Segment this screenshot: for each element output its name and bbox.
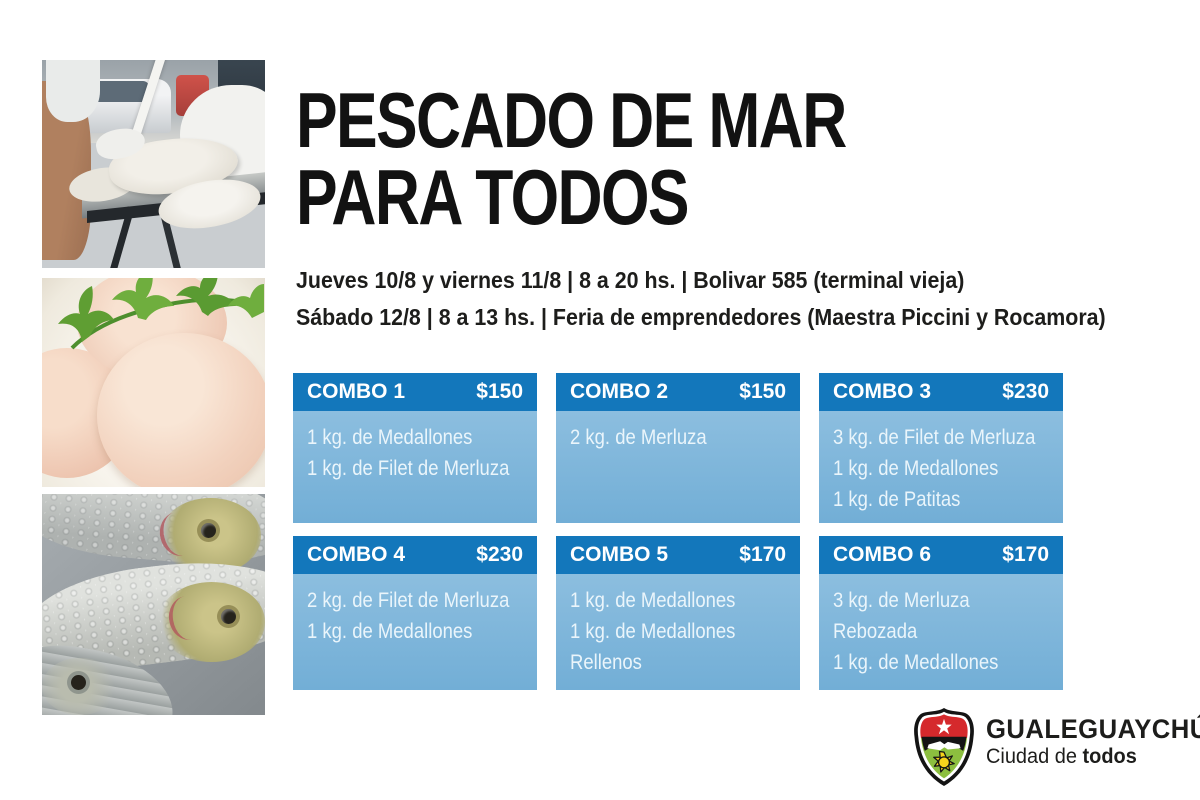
combo-2-header: COMBO 2 $150 [556, 373, 800, 411]
page-title-line1: PESCADO DE MAR [296, 76, 847, 164]
gualeguaychu-crest-icon [914, 707, 974, 787]
combo-6-price: $170 [1002, 543, 1049, 566]
vendor-shirt [46, 60, 100, 123]
fresh-fish-photo [42, 494, 265, 715]
fish-eye [200, 522, 216, 538]
combo-4-header: COMBO 4 $230 [293, 536, 537, 574]
combo-item: Rellenos [570, 651, 642, 674]
fish-medallion [97, 333, 265, 487]
footer-org-name: GUALEGUAYCHÚ [986, 714, 1200, 744]
footer-tagline-prefix: Ciudad de [986, 745, 1083, 768]
combo-item: 1 kg. de Filet de Merluza [307, 457, 510, 480]
combo-card-4: COMBO 4 $230 2 kg. de Filet de Merluza 1… [293, 536, 537, 690]
combo-1-price: $150 [476, 380, 523, 403]
combo-item: 1 kg. de Medallones [307, 426, 473, 449]
combo-6-header: COMBO 6 $170 [819, 536, 1063, 574]
fish-fillets-photo [42, 278, 265, 487]
page-title: PESCADO DE MAR PARA TODOS [296, 76, 847, 241]
combo-2-items: 2 kg. de Merluza [556, 411, 800, 523]
combo-item: 1 kg. de Medallones [833, 651, 999, 674]
combo-item: 2 kg. de Merluza [570, 426, 707, 449]
combo-1-name: COMBO 1 [307, 380, 406, 403]
combo-4-name: COMBO 4 [307, 543, 406, 566]
footer-tagline-bold: todos [1082, 745, 1137, 768]
schedule-line2: Sábado 12/8 | 8 a 13 hs. | Feria de empr… [296, 304, 1106, 330]
combo-1-header: COMBO 1 $150 [293, 373, 537, 411]
fish-market-photo [42, 60, 265, 268]
combo-3-items: 3 kg. de Filet de Merluza 1 kg. de Medal… [819, 411, 1063, 523]
combo-3-name: COMBO 3 [833, 380, 932, 403]
combo-item: Rebozada [833, 620, 918, 643]
schedule-line1: Jueves 10/8 y viernes 11/8 | 8 a 20 hs. … [296, 267, 965, 293]
combo-item: 1 kg. de Medallones [833, 457, 999, 480]
combo-5-items: 1 kg. de Medallones 1 kg. de Medallones … [556, 574, 800, 690]
combo-item: 1 kg. de Medallones [570, 589, 736, 612]
combo-item: 2 kg. de Filet de Merluza [307, 589, 510, 612]
combo-3-price: $230 [1002, 380, 1049, 403]
combo-item: 1 kg. de Medallones [307, 620, 473, 643]
combo-item: 1 kg. de Medallones [570, 620, 736, 643]
combo-5-price: $170 [739, 543, 786, 566]
combo-6-name: COMBO 6 [833, 543, 932, 566]
parsley-garnish [58, 278, 264, 350]
fish-eye [70, 675, 86, 691]
car-window [86, 80, 150, 102]
combo-item: 3 kg. de Merluza [833, 589, 970, 612]
combo-6-items: 3 kg. de Merluza Rebozada 1 kg. de Medal… [819, 574, 1063, 690]
fish-head [157, 582, 265, 662]
combo-5-header: COMBO 5 $170 [556, 536, 800, 574]
page-title-line2: PARA TODOS [296, 153, 690, 241]
schedule-text: Jueves 10/8 y viernes 11/8 | 8 a 20 hs. … [296, 262, 1106, 336]
combo-grid: COMBO 1 $150 1 kg. de Medallones 1 kg. d… [293, 373, 1063, 690]
combo-5-name: COMBO 5 [570, 543, 669, 566]
combo-card-6: COMBO 6 $170 3 kg. de Merluza Rebozada 1… [819, 536, 1063, 690]
fish-eye [221, 608, 237, 624]
combo-1-items: 1 kg. de Medallones 1 kg. de Filet de Me… [293, 411, 537, 523]
footer-text: GUALEGUAYCHÚ Ciudad de todos [986, 714, 1200, 770]
combo-4-items: 2 kg. de Filet de Merluza 1 kg. de Medal… [293, 574, 537, 690]
footer-tagline: Ciudad de todos [986, 744, 1200, 770]
combo-item: 1 kg. de Patitas [833, 488, 961, 511]
combo-2-price: $150 [739, 380, 786, 403]
combo-card-5: COMBO 5 $170 1 kg. de Medallones 1 kg. d… [556, 536, 800, 690]
combo-4-price: $230 [476, 543, 523, 566]
combo-card-3: COMBO 3 $230 3 kg. de Filet de Merluza 1… [819, 373, 1063, 523]
combo-item: 3 kg. de Filet de Merluza [833, 426, 1036, 449]
combo-card-1: COMBO 1 $150 1 kg. de Medallones 1 kg. d… [293, 373, 537, 523]
combo-3-header: COMBO 3 $230 [819, 373, 1063, 411]
combo-2-name: COMBO 2 [570, 380, 669, 403]
combo-card-2: COMBO 2 $150 2 kg. de Merluza [556, 373, 800, 523]
